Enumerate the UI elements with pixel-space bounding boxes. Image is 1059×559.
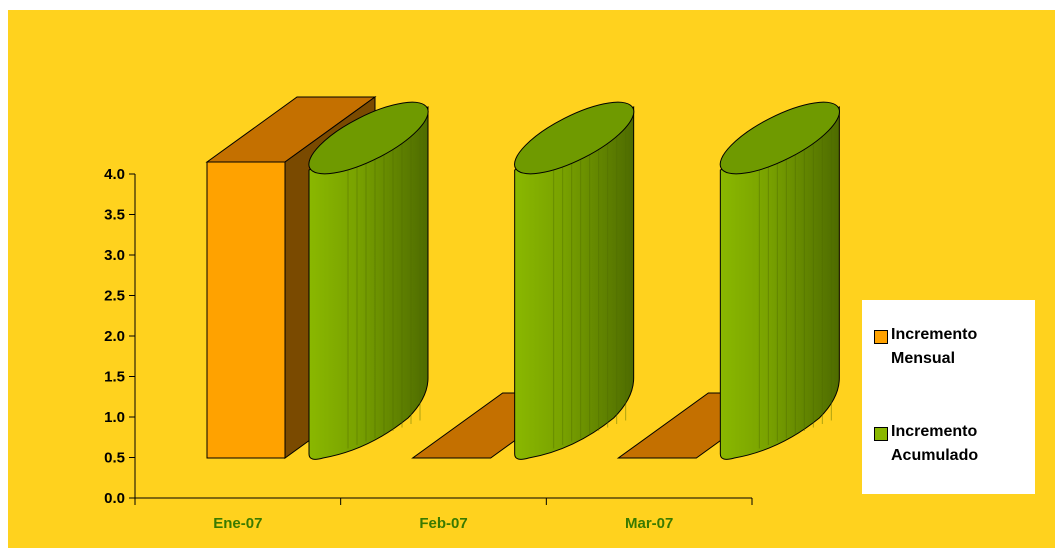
cylinder-top-0	[308, 101, 429, 175]
y-tick-label-1: 0.5	[104, 450, 125, 467]
cylinder-top-1	[514, 101, 635, 175]
legend-label-acumulado: Incremento Acumulado	[891, 423, 979, 464]
legend: Incremento Mensual Incremento Acumulado	[862, 300, 1035, 494]
legend-item-mensual: Incremento Mensual	[874, 326, 1021, 371]
legend-swatch-mensual	[874, 330, 888, 344]
y-tick-label-7: 3.5	[104, 207, 125, 224]
cylinder-body-1	[514, 106, 635, 460]
y-tick-label-2: 1.0	[104, 409, 125, 426]
y-tick-label-3: 1.5	[104, 369, 125, 386]
cylinder-top-2	[719, 101, 840, 175]
legend-swatch-acumulado	[874, 427, 888, 441]
x-tick-label-0: Ene-07	[213, 515, 262, 532]
y-tick-label-6: 3.0	[104, 247, 125, 264]
y-tick-label-4: 2.0	[104, 328, 125, 345]
x-tick-label-2: Mar-07	[625, 515, 673, 532]
y-tick-label-5: 2.5	[104, 288, 125, 305]
y-tick-label-0: 0.0	[104, 490, 125, 507]
y-tick-label-8: 4.0	[104, 166, 125, 183]
legend-item-acumulado: Incremento Acumulado	[874, 423, 1021, 468]
cylinder-body-0	[308, 106, 429, 460]
cylinder-body-2	[719, 106, 840, 460]
legend-label-mensual: Incremento Mensual	[891, 326, 978, 367]
bar-front-0	[206, 161, 286, 459]
x-tick-label-1: Feb-07	[419, 515, 467, 532]
